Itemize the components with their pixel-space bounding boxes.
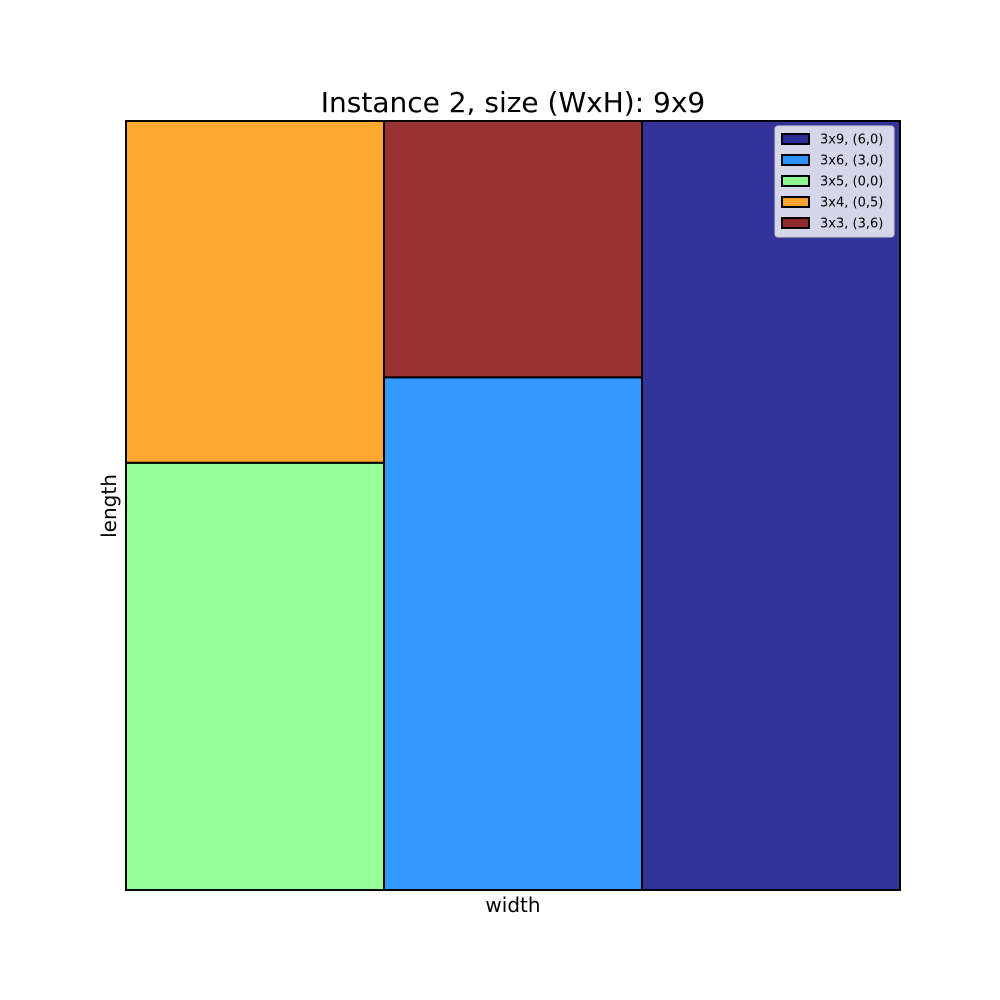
- rectangle-2: [125, 461, 385, 891]
- legend-label-4: 3x3, (3,6): [820, 217, 883, 232]
- packing-rectangles: [125, 120, 901, 892]
- chart-title: Instance 2, size (WxH): 9x9: [321, 86, 706, 119]
- rectangle-0: [641, 120, 901, 891]
- legend: 3x9, (6,0) 3x6, (3,0) 3x5, (0,0) 3x4, (0,5)…: [774, 125, 895, 238]
- legend-swatch-3: [781, 196, 810, 208]
- legend-swatch-2: [781, 175, 810, 187]
- rectangle-4: [383, 120, 643, 379]
- legend-label-3: 3x4, (0,5): [820, 196, 883, 211]
- legend-swatch-0: [781, 133, 810, 145]
- legend-swatch-4: [781, 217, 810, 229]
- rectangle-3: [125, 120, 385, 464]
- legend-swatch-1: [781, 154, 810, 166]
- x-axis-label: width: [485, 893, 540, 917]
- legend-box: [774, 125, 895, 238]
- legend-label-2: 3x5, (0,0): [820, 175, 883, 190]
- plot-frame: [125, 120, 901, 891]
- legend-label-1: 3x6, (3,0): [820, 154, 883, 169]
- y-axis-label: length: [97, 474, 121, 538]
- rectangle-1: [383, 376, 643, 892]
- legend-label-0: 3x9, (6,0): [820, 133, 883, 148]
